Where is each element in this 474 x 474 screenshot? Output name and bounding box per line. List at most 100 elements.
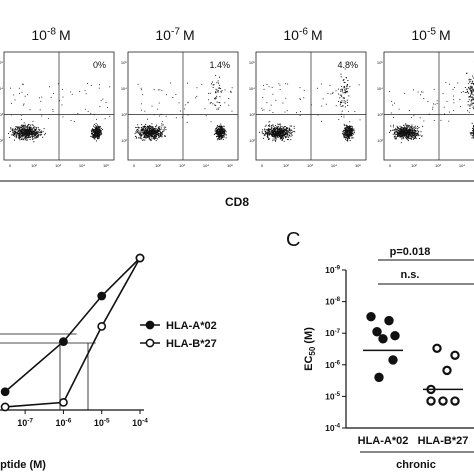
- x-tick-label: 0: [261, 163, 264, 168]
- data-point: [0, 402, 10, 412]
- y-tick-label: 10⁴: [0, 86, 3, 91]
- cd8-axis-label: CD8: [225, 195, 249, 209]
- flow-plots: 10⁵ 10⁴ 10³ 10² 0 10² 10³ 10⁴ 10⁵ 0% 10⁵ 10⁴ 10³ 10² 0…: [0, 51, 474, 168]
- panel-a: 10-8M 10-7M 10-6M 10-5M 10⁵ 10⁴ 10³ 10² 0 10² 10³…: [0, 26, 474, 209]
- x-tick-label: 10-4: [132, 417, 148, 428]
- legend-marker: [145, 320, 155, 330]
- panel-label: C: [286, 229, 300, 251]
- data-point: [426, 396, 436, 406]
- x-tick-label: 10²: [31, 163, 37, 168]
- y-axis-label: EC50 (M): [303, 327, 317, 371]
- data-point: [59, 397, 68, 407]
- x-tick-label: 10²: [411, 163, 417, 168]
- y-tick-label: 10⁵: [377, 60, 383, 65]
- significance-label: p=0.018: [390, 246, 431, 258]
- event-dots: [389, 72, 474, 144]
- x-tick-label: 10-7: [17, 417, 33, 428]
- panel-c: C 10-9 10-8 10-7 10-6 10-5 10-4 EC50 (M) HLA-A*0…: [286, 229, 474, 471]
- x-tick-label: 10-5: [94, 417, 110, 428]
- y-tick-label: 10²: [377, 138, 383, 143]
- data-point: [432, 343, 442, 353]
- data-point: [390, 331, 400, 341]
- event-dots: [8, 83, 111, 143]
- y-tick-label: 10-8: [325, 296, 341, 306]
- x-tick-label: 10⁴: [459, 163, 465, 168]
- concentration-label: 10-6 M: [283, 26, 322, 43]
- y-tick-label: 10⁵: [249, 60, 255, 65]
- legend-marker: [145, 338, 155, 348]
- x-tick-label: 10³: [435, 163, 441, 168]
- y-tick-label: 10-4: [325, 423, 341, 433]
- data-point: [97, 291, 107, 301]
- significance-label: n.s.: [401, 269, 420, 281]
- event-dots: [134, 74, 233, 142]
- data-point: [438, 396, 448, 406]
- x-tick-label: 10-6: [56, 417, 72, 428]
- concentration-label: 10-5 M: [411, 26, 450, 43]
- x-tick-label: 10²: [155, 163, 161, 168]
- y-tick-label: 10-7: [325, 328, 341, 338]
- flow-plot: 10⁵10⁴10³10²010²10³10⁴10⁵7.6: [377, 51, 474, 168]
- x-tick-label: 10⁴: [203, 163, 209, 168]
- group-label: chronic: [396, 459, 436, 471]
- flow-plot: 10⁵ 10⁴ 10³ 10² 0 10² 10³ 10⁴ 10⁵ 0%: [0, 51, 115, 168]
- x-tick-label: 10⁴: [79, 163, 85, 168]
- x-tick-label: 10⁵: [227, 163, 233, 168]
- x-tick-label: 10⁵: [355, 163, 361, 168]
- x-tick-label: 0: [9, 163, 12, 168]
- y-tick-label: 10-9: [325, 265, 341, 275]
- data-point: [384, 315, 394, 326]
- data-point: [442, 365, 452, 376]
- data-point: [378, 334, 388, 344]
- y-tick-label: 10³: [377, 112, 383, 117]
- percent-label: 4.8%: [337, 60, 358, 70]
- data-point: [450, 396, 460, 406]
- y-tick-label: 10²: [121, 138, 127, 143]
- data-point: [450, 350, 460, 360]
- panel-b: 10-7 10-6 10-5 10-4 eptide (M) HLA-A*02 HLA-B*…: [0, 253, 217, 471]
- data-point: [372, 327, 382, 337]
- y-tick-label: 10³: [0, 112, 4, 117]
- category-label: HLA-A*02: [358, 435, 409, 447]
- y-tick-label: 10²: [249, 138, 255, 143]
- data-point: [0, 387, 10, 397]
- data-point: [97, 321, 107, 331]
- x-tick-label: 10³: [179, 163, 185, 168]
- x-tick-label: 10³: [55, 163, 61, 168]
- y-tick-label: 10⁵: [121, 60, 127, 65]
- y-tick-label: 10²: [0, 138, 4, 143]
- plot-frame: [383, 51, 474, 161]
- x-tick-label: 10⁴: [331, 163, 337, 168]
- x-tick-label: 10²: [283, 163, 289, 168]
- y-tick-label: 10⁴: [121, 86, 127, 91]
- x-tick-label: 10⁵: [103, 163, 109, 168]
- series-line: [5, 257, 141, 408]
- x-tick-label: 10³: [307, 163, 313, 168]
- flow-plot: 10⁵ 10⁴ 10³ 10² 0 10² 10³ 10⁴ 10⁵ 1.4%: [121, 51, 239, 168]
- legend-label: HLA-A*02: [166, 320, 217, 332]
- y-tick-label: 10⁴: [249, 86, 255, 91]
- category-label: HLA-B*27: [418, 435, 469, 447]
- percent-label: 0%: [93, 60, 106, 70]
- legend-label: HLA-B*27: [166, 338, 217, 350]
- concentration-label: 10-8 M: [31, 26, 70, 43]
- y-tick-label: 10³: [249, 112, 255, 117]
- series-line: [4, 257, 141, 393]
- concentration-labels: 10-8 M 10-7 M 10-6 M 10-5 M: [31, 26, 450, 43]
- y-tick-label: 10³: [121, 112, 127, 117]
- data-point: [374, 372, 384, 383]
- data-point: [388, 355, 398, 365]
- x-tick-label: 0: [389, 163, 392, 168]
- event-dots: [258, 68, 361, 142]
- concentration-label: 10-7 M: [155, 26, 194, 43]
- y-tick-label: 10-6: [325, 359, 341, 369]
- x-tick-label: 0: [133, 163, 136, 168]
- y-tick-label: 10-5: [325, 391, 341, 401]
- percent-label: 1.4%: [209, 60, 230, 70]
- flow-plot: 10⁵ 10⁴ 10³ 10² 0 10² 10³ 10⁴ 10⁵ 4.8%: [249, 51, 367, 168]
- data-point: [366, 311, 376, 322]
- y-tick-label: 10⁴: [377, 86, 383, 91]
- x-axis-label: eptide (M): [0, 459, 46, 471]
- y-tick-label: 10⁵: [0, 60, 3, 65]
